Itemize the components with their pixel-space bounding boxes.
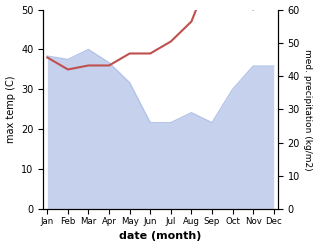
Y-axis label: max temp (C): max temp (C) <box>5 76 16 143</box>
X-axis label: date (month): date (month) <box>119 231 202 242</box>
Y-axis label: med. precipitation (kg/m2): med. precipitation (kg/m2) <box>303 49 313 170</box>
